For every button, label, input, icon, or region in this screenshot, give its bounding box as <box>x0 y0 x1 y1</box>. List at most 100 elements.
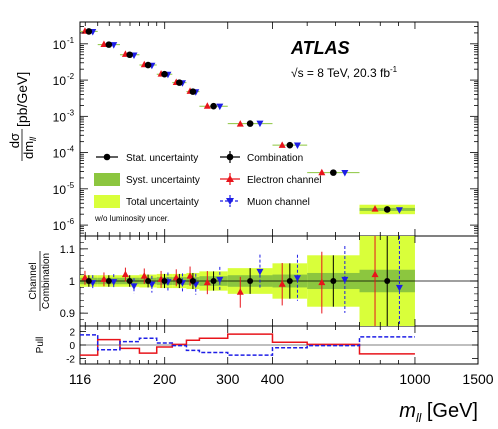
combination-point <box>286 141 294 149</box>
pull-electron-line <box>80 333 415 356</box>
electron-point <box>318 168 326 176</box>
svg-text:Muon channel: Muon channel <box>247 197 310 208</box>
combination-point <box>246 120 254 127</box>
legend-electron: Electron channel <box>220 173 322 186</box>
y-tick-exponent: -6 <box>67 217 75 226</box>
y-tick-exponent: -2 <box>67 72 75 81</box>
combination-point <box>189 88 197 95</box>
data-points <box>80 27 415 326</box>
svg-text:Combination: Combination <box>247 153 303 164</box>
combination-ratio-point <box>384 278 391 284</box>
y-tick-label: 10 <box>53 147 67 161</box>
electron-ratio-point <box>318 278 326 286</box>
combination-ratio-point <box>161 278 168 284</box>
muon-ratio-point <box>256 268 264 276</box>
y-tick-exponent: -3 <box>67 108 75 117</box>
svg-text:[pb/GeV]: [pb/GeV] <box>14 72 30 127</box>
electron-ratio-point <box>203 278 211 286</box>
ratio-tick-label: 1 <box>69 276 75 288</box>
svg-text:Channel: Channel <box>28 262 39 299</box>
electron-point <box>203 102 211 109</box>
combination-ratio-point <box>330 278 337 284</box>
legend-combination: Combination <box>220 151 303 164</box>
y-tick-label: 10 <box>53 38 67 52</box>
electron-point <box>371 205 379 212</box>
combination-ratio-point <box>105 278 112 284</box>
legend-stat: Stat. uncertainty <box>96 153 198 164</box>
svg-text:Pull: Pull <box>35 337 46 354</box>
combination-point <box>126 51 133 59</box>
svg-text:Electron channel: Electron channel <box>247 175 322 186</box>
electron-point <box>236 120 244 127</box>
lumi-note: w/o luminosity uncer. <box>94 214 169 223</box>
combination-point <box>330 169 337 176</box>
combination-point <box>176 79 183 86</box>
combination-ratio-point <box>286 278 293 284</box>
legend-muon: Muon channel <box>220 195 310 208</box>
combination-ratio-point <box>145 278 152 284</box>
combination-ratio-point <box>210 278 217 284</box>
svg-text:Combination: Combination <box>41 253 52 309</box>
svg-text:Total uncertainty: Total uncertainty <box>126 197 199 208</box>
ratio-tick-label: 1.1 <box>60 244 75 256</box>
electron-point <box>278 141 286 148</box>
combination-point <box>383 206 391 213</box>
electron-ratio-point <box>371 270 379 278</box>
muon-ratio-point <box>110 279 118 286</box>
combination-ratio-point <box>247 278 254 284</box>
electron-ratio-point <box>81 273 89 281</box>
electron-ratio-point <box>121 270 129 278</box>
muon-point <box>256 120 264 128</box>
ratio-tick-label: 0.9 <box>60 308 75 320</box>
ratio-y-axis-label: Channel Combination <box>28 251 52 311</box>
x-tick-label: 1500 <box>462 371 493 387</box>
muon-ratio-point <box>341 276 349 284</box>
muon-point <box>341 170 349 177</box>
combination-point <box>161 70 168 78</box>
svg-text:dσ: dσ <box>7 133 22 148</box>
x-tick-label: 400 <box>261 371 285 387</box>
combination-point <box>144 61 152 69</box>
y-tick-label: 10 <box>53 219 67 233</box>
muon-ratio-point <box>130 283 138 290</box>
electron-ratio-point <box>236 288 244 295</box>
legend: Stat. uncertainty Syst. uncertainty Tota… <box>94 151 322 223</box>
x-axis-label: mll [GeV] <box>399 400 478 425</box>
y-axis-label: dσ dmll [pb/GeV] <box>7 72 38 161</box>
legend-syst: Syst. uncertainty <box>94 173 200 186</box>
muon-ratio-point <box>148 281 156 289</box>
muon-point <box>293 142 301 150</box>
x-tick-label: 116 <box>69 371 92 387</box>
pull-lines <box>80 333 415 356</box>
x-tick-label: 300 <box>216 371 240 387</box>
muon-ratio-point <box>395 284 403 292</box>
y-tick-exponent: -1 <box>67 36 75 45</box>
energy-label: √s = 8 TeV, 20.3 fb-1 <box>291 65 398 80</box>
combination-ratio-point <box>126 278 133 284</box>
muon-ratio-point <box>216 276 224 284</box>
combination-ratio-point <box>189 278 196 284</box>
electron-ratio-point <box>278 280 286 287</box>
electron-ratio-point <box>186 272 194 279</box>
y-tick-label: 10 <box>53 183 67 197</box>
muon-point <box>216 103 224 111</box>
x-tick-label: 200 <box>153 371 177 387</box>
pull-tick-label: 2 <box>69 327 75 338</box>
combination-ratio-point <box>85 278 92 284</box>
axes: 116 200 300 400 1000 150010-110-210-310-410-5… <box>53 21 494 387</box>
muon-ratio-point <box>293 275 301 282</box>
experiment-label: ATLAS <box>290 38 350 58</box>
combination-point <box>105 41 113 48</box>
combination-point <box>85 28 93 35</box>
legend-total: Total uncertainty <box>94 195 199 208</box>
svg-text:dmll: dmll <box>21 136 38 159</box>
x-tick-label: 1000 <box>399 371 430 387</box>
muon-point <box>395 207 403 214</box>
combination-ratio-point <box>176 278 183 284</box>
pull-tick-label: -2 <box>66 355 75 366</box>
y-tick-label: 10 <box>53 110 67 124</box>
y-tick-exponent: -5 <box>67 181 75 190</box>
y-tick-label: 10 <box>53 74 67 88</box>
electron-ratio-point <box>100 275 108 282</box>
